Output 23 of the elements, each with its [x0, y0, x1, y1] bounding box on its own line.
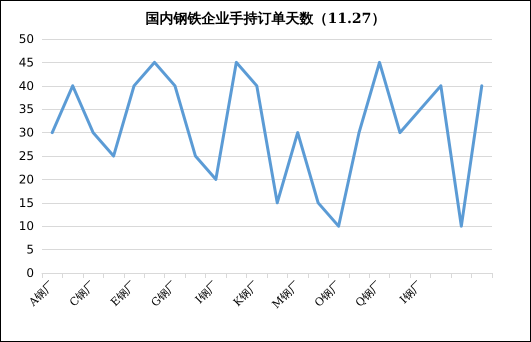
y-tick-label: 10	[18, 219, 34, 234]
y-tick-label: 30	[18, 126, 34, 140]
y-tick-label: 40	[18, 78, 34, 93]
y-tick-label: 0	[26, 266, 34, 280]
chart-title: 国内钢铁企业手持订单天数（11.27）	[146, 10, 386, 27]
x-tick-label: Q钢厂	[352, 278, 384, 310]
x-tick-label: K钢厂	[230, 278, 262, 309]
x-tick-label: E钢厂	[108, 278, 139, 309]
x-tick-label: I钢厂	[397, 278, 426, 306]
y-tick-label: 25	[18, 149, 34, 163]
x-tick-label: A钢厂	[26, 278, 57, 310]
y-tick-label: 15	[18, 196, 34, 210]
y-tick-label: 45	[18, 55, 34, 70]
x-tick-label: M钢厂	[270, 278, 302, 312]
x-tick-label: O钢厂	[312, 278, 344, 310]
y-tick-label: 50	[18, 32, 34, 46]
x-tick-label: C钢厂	[67, 278, 98, 310]
x-tick-label: G钢厂	[148, 278, 180, 310]
x-tick-label: I钢厂	[192, 278, 220, 306]
y-tick-label: 5	[26, 242, 34, 257]
y-tick-label: 20	[18, 172, 34, 186]
y-tick-label: 35	[18, 102, 34, 116]
line-series	[50, 60, 484, 228]
